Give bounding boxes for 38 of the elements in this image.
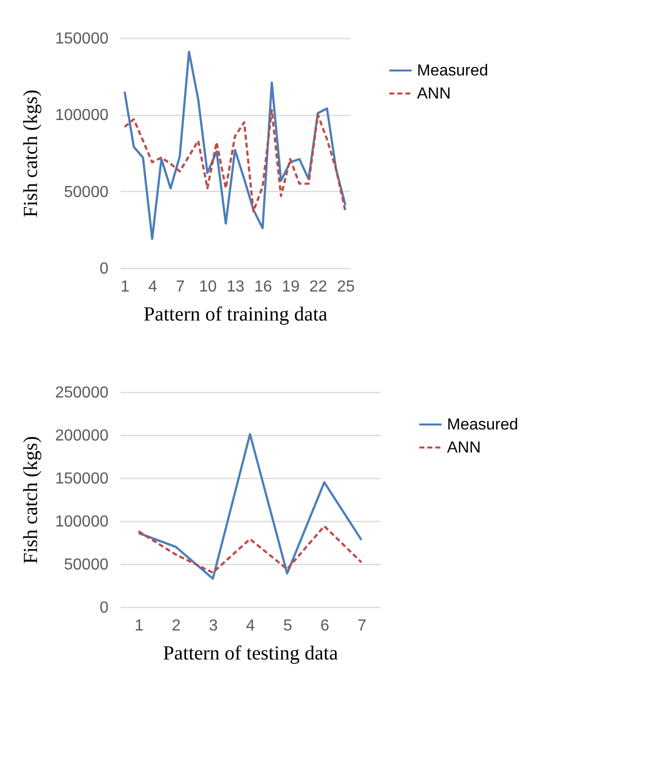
y-tick-label: 100000 xyxy=(55,514,109,530)
y-tick-label: 0 xyxy=(100,260,109,278)
y-axis-title: Fish catch (kgs) xyxy=(20,436,42,564)
x-tick-label: 16 xyxy=(254,278,272,296)
legend-label: ANN xyxy=(417,86,451,102)
x-tick-label: 25 xyxy=(337,278,355,296)
y-tick-label: 150000 xyxy=(55,470,109,488)
y-axis-title: Fish catch (kgs) xyxy=(20,90,42,218)
line-series xyxy=(137,433,363,580)
x-tick-label: 5 xyxy=(283,618,292,634)
y-tick-label: 0 xyxy=(100,600,109,616)
x-tick-label: 19 xyxy=(282,278,300,296)
legend-label: Measured xyxy=(417,62,488,80)
legend-label: ANN xyxy=(447,440,481,456)
line-series xyxy=(124,108,346,212)
x-tick-label: 10 xyxy=(199,278,217,296)
x-tick-label: 7 xyxy=(357,618,366,634)
x-tick-label: 3 xyxy=(208,618,218,634)
x-tick-label: 13 xyxy=(226,278,244,296)
line-series xyxy=(137,525,363,574)
x-tick-label: 6 xyxy=(320,618,330,634)
line-series xyxy=(124,50,346,240)
y-tick-label: 150000 xyxy=(55,30,109,48)
x-tick-label: 4 xyxy=(246,618,256,634)
x-tick-label: 1 xyxy=(134,618,144,634)
x-axis-title: Pattern of training data xyxy=(144,304,328,326)
x-tick-label: 22 xyxy=(309,278,328,296)
y-tick-label: 100000 xyxy=(55,107,109,124)
x-tick-label: 2 xyxy=(172,618,181,634)
y-tick-label: 200000 xyxy=(55,428,109,444)
x-tick-label: 4 xyxy=(148,278,158,296)
y-tick-label: 50000 xyxy=(64,184,109,201)
y-tick-label: 50000 xyxy=(64,556,109,574)
legend-label: Measured xyxy=(447,416,518,434)
x-axis-title: Pattern of testing data xyxy=(163,642,338,664)
x-tick-label: 7 xyxy=(176,278,185,296)
x-tick-label: 1 xyxy=(120,278,130,296)
y-tick-label: 250000 xyxy=(55,384,109,402)
